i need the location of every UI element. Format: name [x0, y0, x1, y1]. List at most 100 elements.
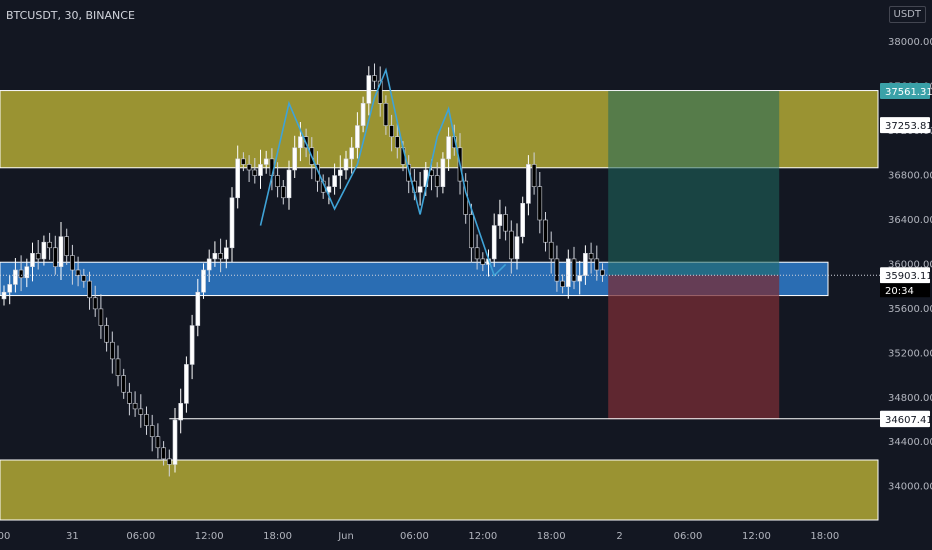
y-tick-label: 36000.00 — [888, 259, 932, 270]
lower-zone — [0, 459, 879, 521]
candle-body — [588, 253, 594, 260]
candle-body — [480, 258, 486, 265]
candle-body — [184, 364, 189, 404]
candle-body — [81, 275, 87, 282]
candle-body — [280, 186, 286, 199]
candle-body — [224, 247, 229, 260]
candle-body — [252, 169, 258, 176]
candle-body — [258, 164, 263, 176]
candle-body — [377, 80, 383, 104]
candle-body — [469, 214, 474, 249]
candle-body — [366, 75, 372, 104]
candle-body — [372, 75, 377, 82]
candle-body — [394, 136, 400, 149]
candle-body — [87, 280, 92, 299]
candle-body — [263, 158, 269, 165]
candle-body — [537, 186, 543, 221]
candle-body — [503, 214, 508, 232]
x-tick-label: 00 — [0, 531, 10, 542]
price-badge-text: 37561.31 — [885, 87, 932, 98]
y-tick-label: 34000.00 — [888, 482, 932, 493]
y-tick-label: 34400.00 — [888, 437, 932, 448]
candle-body — [286, 169, 292, 199]
candle-body — [195, 291, 201, 326]
candle-body — [389, 125, 394, 137]
candle-body — [161, 447, 166, 460]
candle-body — [132, 403, 138, 410]
candle-body — [206, 258, 212, 271]
x-tick-label: Jun — [337, 531, 354, 542]
countdown-text: 20:34 — [885, 286, 914, 297]
candle-body — [560, 280, 565, 287]
candle-body — [343, 158, 349, 171]
candle-body — [491, 225, 497, 260]
symbol-label: BTCUSDT, 30, BINANCE — [6, 9, 135, 22]
candle-body — [24, 266, 30, 279]
candle-body — [349, 147, 355, 160]
candle-body — [600, 269, 605, 276]
candle-body — [434, 175, 440, 187]
candle-body — [229, 197, 235, 249]
candle-body — [64, 236, 69, 256]
candle-body — [275, 175, 280, 187]
candle-body — [218, 253, 223, 260]
candle-body — [144, 414, 149, 426]
candle-body — [41, 241, 47, 260]
candle-body — [548, 241, 554, 260]
x-tick-label: 12:00 — [742, 531, 771, 542]
candle-body — [138, 408, 144, 415]
price-badge — [880, 267, 930, 284]
price-badge — [880, 117, 930, 134]
candle-body — [13, 269, 18, 285]
candle-body — [155, 436, 161, 449]
candle-body — [18, 269, 24, 279]
y-tick-label: 35200.00 — [888, 348, 932, 359]
candle-body — [189, 325, 195, 365]
x-tick-label: 18:00 — [537, 531, 566, 542]
candle-body — [115, 358, 121, 376]
candle-body — [446, 136, 451, 160]
candle-body — [246, 164, 252, 171]
pattern-line — [259, 67, 507, 278]
candle-body — [98, 308, 104, 326]
candle-body — [292, 147, 298, 171]
candle-body — [583, 253, 588, 276]
candle-body — [92, 297, 98, 310]
candle-body — [554, 258, 560, 282]
candle-body — [52, 247, 58, 267]
x-tick-label: 12:00 — [195, 531, 224, 542]
candle-body — [594, 258, 600, 271]
candle-body — [127, 391, 132, 404]
candle-body — [167, 458, 172, 465]
candle-body — [543, 219, 548, 243]
price-badge-text: 35903.11 — [885, 271, 932, 282]
candle-body — [58, 236, 64, 267]
countdown-badge — [880, 283, 930, 298]
candle-body — [520, 203, 526, 237]
x-tick-label: 2 — [616, 531, 622, 542]
x-tick-label: 18:00 — [263, 531, 292, 542]
candle-body — [417, 186, 423, 193]
candle-body — [440, 158, 446, 187]
candle-body — [110, 341, 115, 360]
candle-body — [70, 255, 75, 271]
candle-body — [360, 103, 366, 126]
candle-body — [508, 230, 514, 260]
candle-body — [47, 241, 52, 249]
candle-body — [526, 164, 531, 204]
y-tick-label: 36400.00 — [888, 215, 932, 226]
candle-body — [178, 403, 183, 421]
x-tick-label: 06:00 — [400, 531, 429, 542]
candle-body — [514, 236, 520, 260]
candle-body — [298, 136, 303, 149]
candle-body — [497, 214, 503, 226]
price-badge — [880, 82, 930, 99]
candle-body — [104, 325, 109, 343]
x-tick-label: 18:00 — [810, 531, 839, 542]
candle-body — [212, 253, 218, 260]
currency-button[interactable]: USDT — [888, 6, 926, 23]
candle-body — [172, 419, 178, 465]
x-tick-label: 31 — [66, 531, 79, 542]
candle-body — [241, 158, 246, 165]
